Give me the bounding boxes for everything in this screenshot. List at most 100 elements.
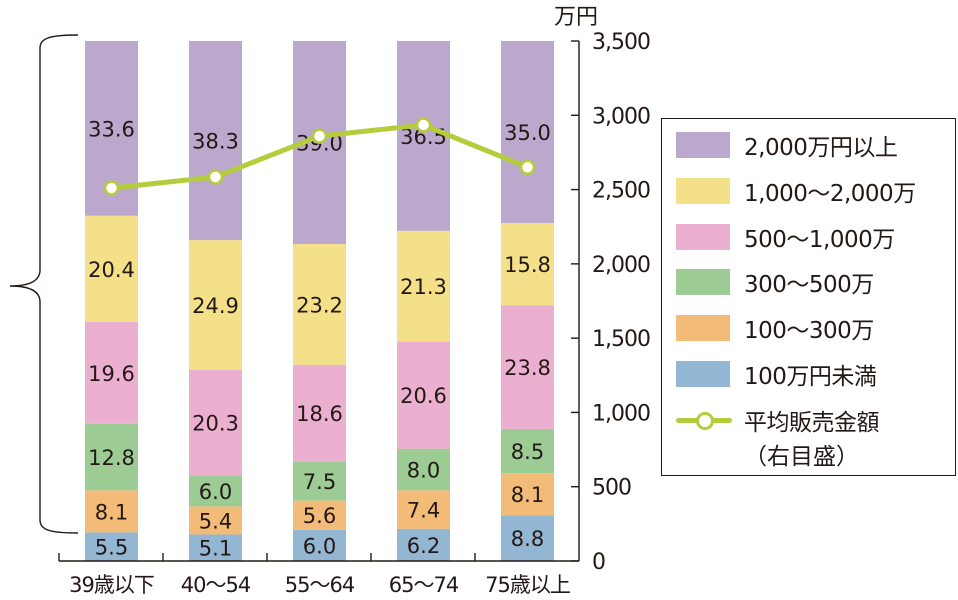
bar-segment: [189, 41, 242, 241]
segment-value-label: 20.6: [400, 384, 447, 408]
segment-value-label: 23.8: [504, 356, 551, 380]
legend-label-average-sales: 平均販売金額: [744, 410, 880, 436]
bar-segment: [189, 369, 242, 476]
legend-label-300-500: 300～500万: [744, 272, 874, 298]
segment-value-label: 5.5: [95, 536, 128, 560]
segment-value-label: 12.8: [88, 446, 135, 470]
segment-value-label: 33.6: [88, 117, 135, 141]
segment-value-label: 35.0: [504, 121, 551, 145]
segment-value-label: 8.0: [407, 458, 440, 482]
segment-value-label: 5.1: [199, 537, 232, 561]
bar-segment: [85, 532, 138, 561]
legend-swatch-300-500: [676, 269, 730, 295]
legend-label-100-300: 100～300万: [744, 318, 874, 344]
bar-segment: [501, 41, 554, 223]
right-axis-tick-label: 2,500: [592, 179, 650, 204]
category-label: 55～64: [285, 573, 355, 597]
right-axis-tick-label: 3,000: [592, 104, 650, 129]
brace-bracket: [9, 34, 79, 534]
right-axis-tick-label: 500: [592, 476, 631, 501]
legend-label-under100: 100万円未満: [744, 364, 877, 390]
bar-stack: 5.5 8.1 12.8 19.6 20.4 33.6: [85, 41, 138, 561]
segment-value-label: 5.6: [303, 504, 336, 528]
bar-segment: [85, 215, 138, 322]
segment-value-label: 23.2: [296, 293, 343, 317]
bar-segment: [189, 240, 242, 370]
bar-segment: [397, 490, 450, 529]
bar-segment: [501, 473, 554, 516]
line-point-marker: [519, 159, 536, 176]
bar-segment: [397, 341, 450, 449]
bar-segment: [85, 423, 138, 491]
right-axis-unit-label: 万円: [554, 5, 598, 30]
bar-segment: [501, 515, 554, 561]
bar-segment: [85, 321, 138, 424]
bar-stack: 6.27.48.020.621.336.5: [397, 41, 450, 561]
line-point-marker: [415, 117, 432, 133]
legend-label-1000-2000: 1,000～2,000万: [744, 181, 916, 207]
bar-segment: [85, 490, 138, 533]
bar-segment: [293, 364, 346, 462]
segment-value-label: 8.1: [95, 500, 128, 524]
segment-value-label: 38.3: [192, 130, 239, 154]
legend-swatch-500-1000: [676, 224, 730, 250]
right-axis-tick-label: 0: [592, 550, 605, 575]
bar-segment: [293, 244, 346, 365]
chart-legend: 2,000万円以上 1,000～2,000万 500～1,000万 300～50…: [661, 118, 956, 476]
legend-item-1000-2000: 1,000～2,000万: [676, 177, 916, 207]
segment-value-label: 6.2: [407, 534, 440, 558]
legend-item-under100: 100万円未満: [676, 360, 877, 390]
bar-segment: [397, 528, 450, 561]
legend-item-2000plus: 2,000万円以上: [676, 131, 898, 161]
line-point-marker: [311, 128, 328, 144]
bar-segment: [501, 305, 554, 429]
bar-segment: [397, 41, 450, 231]
bar-segment: [397, 448, 450, 491]
bar-stack: 8.8 8.1 8.5 23.8 15.8 35.0: [501, 41, 554, 561]
legend-item-500-1000: 500～1,000万: [676, 223, 895, 253]
bar-segment: [293, 529, 346, 561]
right-axis-tick-label: 3,500: [592, 30, 650, 55]
segment-value-label: 7.4: [407, 499, 440, 523]
segment-value-label: 8.5: [511, 440, 544, 464]
bar-stack: 5.1 5.4 6.0 20.3 24.9 38.3: [189, 41, 242, 561]
legend-label-2000plus: 2,000万円以上: [744, 135, 898, 161]
category-label: 65～74: [389, 573, 459, 597]
segment-value-label: 7.5: [303, 470, 336, 494]
legend-swatch-under100: [676, 361, 730, 387]
segment-value-label: 19.6: [88, 362, 135, 386]
legend-swatch-2000plus: [676, 132, 730, 158]
segment-value-label: 21.3: [400, 275, 447, 299]
line-point-marker: [103, 180, 120, 196]
bar-segment: [501, 428, 554, 474]
legend-item-300-500: 300～500万: [676, 268, 874, 298]
category-label: 40～54: [181, 573, 251, 597]
segment-value-label: 6.0: [303, 534, 336, 558]
segment-value-label: 15.8: [504, 253, 551, 277]
right-axis-tick-label: 2,000: [592, 253, 650, 278]
bar-segment: [293, 500, 346, 530]
legend-sublabel-right-axis: （右目盛）: [744, 444, 859, 470]
legend-swatch-1000-2000: [676, 178, 730, 204]
right-axis-tick-label: 1,500: [592, 327, 650, 352]
bar-segment: [189, 475, 242, 507]
category-label: 75歳以上: [485, 573, 570, 597]
bar-segment: [501, 223, 554, 306]
category-label: 39歳以下: [69, 573, 154, 597]
segment-value-label: 20.4: [88, 258, 135, 282]
segment-value-label: 8.1: [511, 483, 544, 507]
legend-item-100-300: 100～300万: [676, 314, 874, 344]
legend-swatch-100-300: [676, 315, 730, 341]
segment-value-label: 24.9: [192, 294, 239, 318]
line-marker-icon: [676, 407, 732, 433]
segment-value-label: 18.6: [296, 402, 343, 426]
line-point-marker: [207, 169, 224, 185]
bar-segment: [189, 506, 242, 535]
legend-item-average-sales: 平均販売金額: [676, 406, 880, 436]
bar-segment: [397, 230, 450, 342]
bar-segment: [189, 534, 242, 561]
segment-value-label: 5.4: [199, 509, 232, 533]
bar-stack: 6.05.67.518.623.239.0: [293, 41, 346, 561]
legend-label-500-1000: 500～1,000万: [744, 227, 895, 253]
